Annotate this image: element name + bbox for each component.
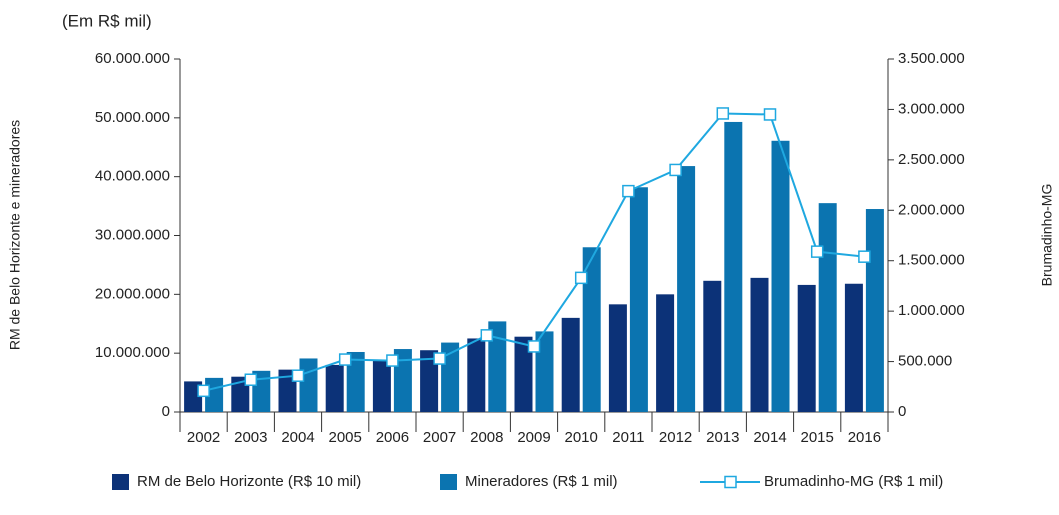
y-tick-label: 30.000.000 (95, 226, 170, 243)
bar (488, 321, 507, 412)
bar (372, 359, 391, 412)
line-marker (810, 245, 824, 258)
x-tick-label: 2003 (234, 429, 267, 446)
line-marker (291, 369, 305, 382)
y-tick-label: 0 (162, 403, 170, 420)
line-marker (574, 271, 588, 285)
line-marker (622, 184, 635, 198)
legend-label: RM de Belo Horizonte (R$ 10 mil) (137, 473, 361, 490)
x-tick-label: 2008 (470, 429, 503, 446)
y-tick-label: 60.000.000 (95, 50, 170, 67)
line-marker (480, 329, 494, 342)
y-tick-label: 40.000.000 (95, 168, 170, 185)
line-marker (763, 108, 777, 121)
legend-label: Brumadinho-MG (R$ 1 mil) (764, 473, 943, 490)
line-marker (433, 352, 446, 365)
bar (629, 187, 648, 412)
bar (325, 364, 344, 412)
x-tick-label: 2012 (659, 429, 692, 446)
y-tick-label: 50.000.000 (95, 109, 170, 126)
bar (299, 358, 318, 412)
y-tick-label: 20.000.000 (95, 285, 170, 302)
bar (724, 121, 743, 413)
x-tick-label: 2004 (281, 429, 314, 446)
y2-tick-label: 2.000.000 (898, 201, 965, 218)
x-tick-label: 2006 (376, 429, 409, 446)
x-tick-label: 2016 (848, 429, 881, 446)
bar (467, 338, 486, 412)
bar (346, 351, 365, 412)
line-marker (669, 163, 682, 177)
bar (844, 283, 863, 412)
bar (420, 350, 439, 412)
legend-swatch (112, 474, 129, 490)
line-marker (716, 107, 730, 120)
y2-tick-label: 3.500.000 (898, 50, 965, 67)
y-tick-label: 10.000.000 (95, 344, 170, 361)
bar (561, 317, 580, 412)
x-tick-label: 2002 (187, 429, 220, 446)
bar (582, 247, 601, 412)
bar (771, 140, 790, 413)
y2-tick-label: 1.000.000 (898, 302, 965, 319)
line-marker (527, 340, 541, 353)
line-marker (197, 384, 210, 398)
line-marker (244, 373, 258, 386)
chart-subtitle: (Em R$ mil) (62, 11, 152, 30)
x-tick-label: 2005 (329, 429, 362, 446)
bar (656, 294, 675, 412)
x-tick-label: 2010 (565, 429, 598, 446)
line-marker (338, 353, 352, 366)
line-marker (386, 354, 399, 367)
bar (677, 166, 696, 412)
line-marker (858, 250, 871, 263)
x-tick-label: 2011 (612, 429, 644, 446)
bar (750, 277, 769, 412)
y2-tick-label: 500.000 (898, 353, 952, 370)
bar (514, 336, 533, 412)
bar (703, 280, 722, 412)
bar (608, 304, 627, 412)
y2-axis-label: Brumadinho-MG (1039, 184, 1055, 287)
x-tick-label: 2013 (706, 429, 739, 446)
bar (818, 203, 837, 412)
bar (797, 284, 816, 412)
y-axis-label: RM de Belo Horizonte e mineradores (7, 120, 23, 350)
y2-tick-label: 1.500.000 (898, 252, 965, 269)
legend-label: Mineradores (R$ 1 mil) (465, 473, 618, 490)
y2-tick-label: 0 (898, 403, 906, 420)
x-tick-label: 2009 (517, 429, 550, 446)
legend-swatch (440, 474, 457, 490)
legend-swatch (724, 475, 737, 489)
bar (865, 209, 884, 412)
x-tick-label: 2014 (753, 429, 786, 446)
y2-tick-label: 3.000.000 (898, 100, 965, 117)
x-tick-label: 2015 (801, 429, 834, 446)
x-tick-label: 2007 (423, 429, 456, 446)
y2-tick-label: 2.500.000 (898, 151, 965, 168)
